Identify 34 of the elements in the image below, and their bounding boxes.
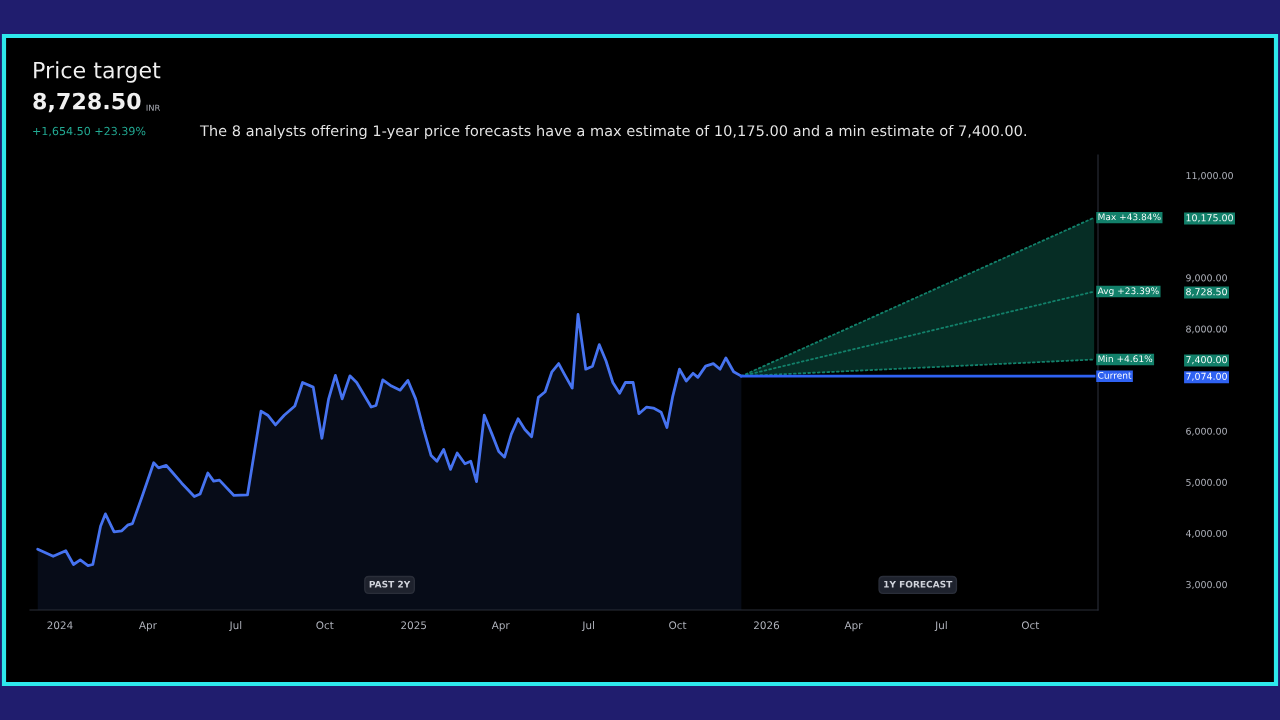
x-tick-label: 2026	[753, 621, 780, 630]
x-tick-label: 2024	[47, 621, 73, 630]
y-tick-label: 10,175.00	[1186, 214, 1233, 223]
x-tick-label: Oct	[1021, 621, 1040, 630]
x-tick-label: Oct	[316, 621, 334, 630]
series-label: Current	[1098, 371, 1132, 379]
text: INR	[146, 104, 161, 111]
x-tick-label: Apr	[844, 621, 863, 632]
annotation: PAST 2Y	[369, 580, 411, 588]
x-tick-label: Apr	[138, 621, 157, 632]
y-tick-label: 5,000.00	[1186, 478, 1227, 487]
series-label: Max +43.84%	[1098, 213, 1161, 221]
series-label: Min +4.61%	[1098, 355, 1153, 363]
y-tick-label: 9,000.00	[1186, 274, 1227, 283]
y-tick-label: 11,000.00	[1186, 172, 1233, 181]
x-tick-label: Oct	[669, 621, 687, 630]
chart-title: Price target	[34, 61, 161, 83]
x-tick-label: Jul	[229, 621, 242, 632]
y-tick-label: 3,000.00	[1186, 581, 1227, 590]
annotation: 1Y FORECAST	[884, 580, 953, 588]
chart-subtitle: The 8 analysts offering 1-year price forecasts have a max estimate of 10,175.00 and a min estimate of 7,400.00.	[199, 124, 1026, 140]
series-label: Avg +23.39%	[1097, 287, 1159, 296]
x-tick-label: Jul	[581, 621, 594, 632]
x-tick-label: 2025	[401, 621, 427, 630]
text: 8,728.50	[33, 92, 141, 113]
x-tick-label: Jul	[934, 621, 947, 632]
text: +1,654.50 +23.39%	[33, 126, 146, 137]
y-tick-label: 8,000.00	[1186, 325, 1227, 334]
y-tick-label: 6,000.00	[1186, 427, 1227, 436]
y-tick-label: 8,728.50	[1186, 288, 1227, 297]
y-tick-label: 7,400.00	[1186, 356, 1227, 365]
y-tick-label: 7,074.00	[1186, 372, 1227, 381]
y-tick-label: 4,000.00	[1185, 529, 1227, 538]
x-tick-label: Apr	[491, 621, 510, 632]
